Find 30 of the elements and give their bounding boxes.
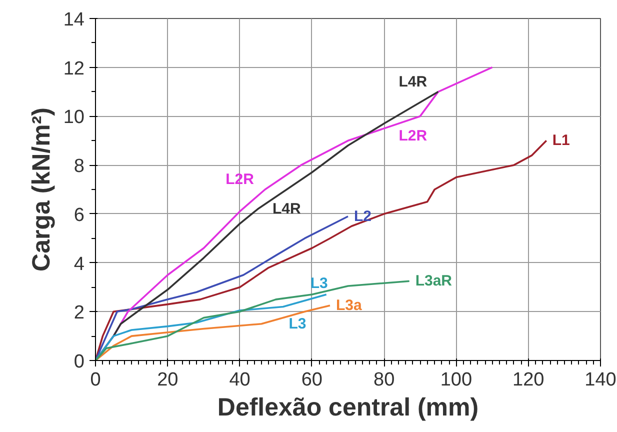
- y-axis-title: Carga (kN/m²): [27, 108, 56, 272]
- series-label: L1: [552, 132, 570, 150]
- x-tick-label: 0: [90, 370, 101, 390]
- y-tick-label: 8: [74, 156, 85, 178]
- annotation: L2R: [226, 171, 254, 188]
- x-axis-title: Deflexão central (mm): [217, 394, 479, 422]
- x-tick-label: 100: [440, 370, 472, 390]
- y-tick-label: 4: [74, 254, 85, 275]
- y-tick-label: 12: [63, 58, 85, 80]
- annotation: L4R: [272, 200, 302, 218]
- y-tick-label: 6: [74, 204, 85, 226]
- x-tick-label: 20: [157, 370, 178, 390]
- x-tick-label: 140: [584, 370, 616, 390]
- x-tick-label: 80: [374, 370, 395, 390]
- line-series: [96, 294, 328, 360]
- series-label: L3aR: [415, 272, 452, 290]
- annotation: L3: [288, 315, 306, 332]
- series-label: L3: [310, 275, 328, 292]
- y-tick-label: 0: [74, 352, 85, 372]
- series-label: L2R: [398, 127, 428, 144]
- line-series: [96, 304, 331, 360]
- y-tick-label: 10: [63, 107, 85, 128]
- x-tick-label: 120: [512, 370, 544, 390]
- y-tick-label: 14: [63, 10, 85, 30]
- series-label: L2: [354, 208, 372, 225]
- y-tick-label: 2: [74, 302, 85, 324]
- series-label: L4R: [398, 74, 428, 91]
- x-tick-label: 60: [301, 370, 322, 390]
- x-tick-label: 40: [229, 370, 250, 390]
- series-label: L3a: [336, 297, 362, 314]
